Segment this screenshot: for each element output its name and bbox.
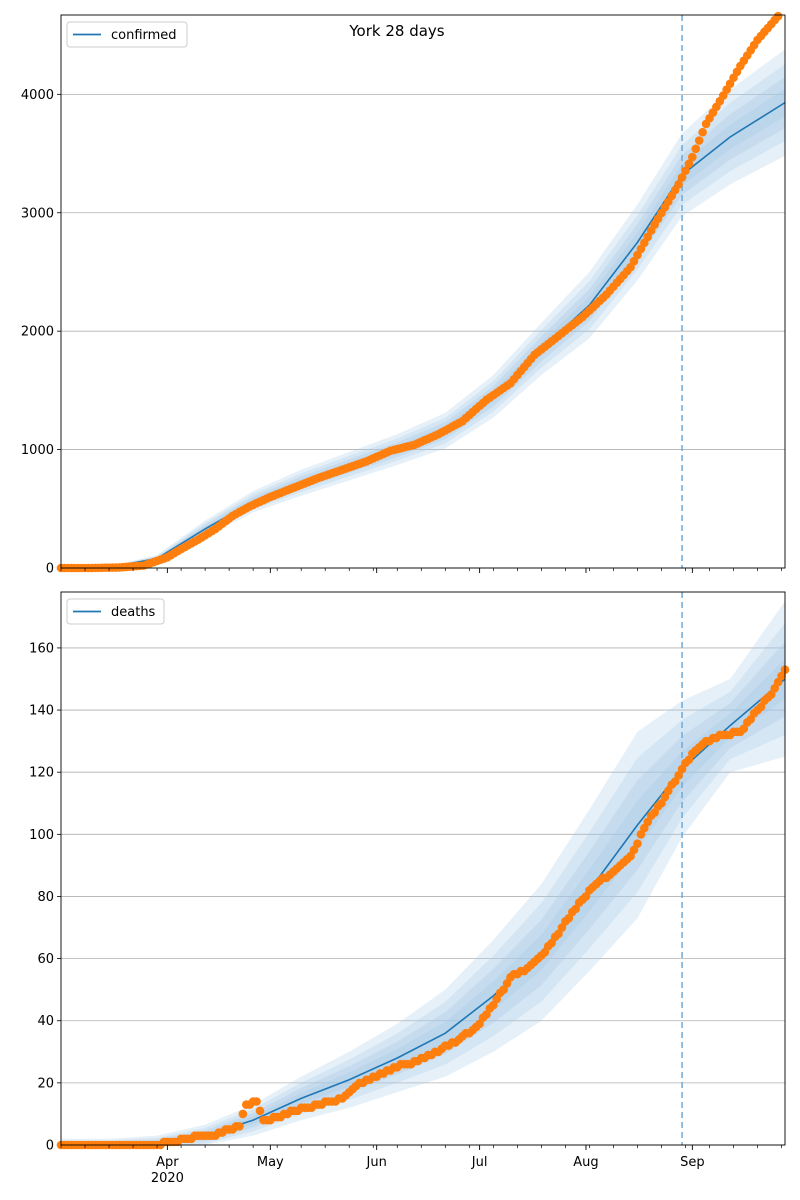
- y-tick-label: 4000: [21, 88, 54, 103]
- y-tick-label: 120: [29, 766, 54, 781]
- y-tick-label: 0: [46, 562, 54, 577]
- observed-point: [694, 136, 704, 145]
- y-tick-label: 100: [29, 828, 54, 843]
- observed-point: [674, 180, 683, 189]
- y-tick-label: 2000: [21, 325, 54, 340]
- legend: deaths: [66, 598, 165, 625]
- uncertainty-band: [61, 623, 785, 1145]
- observed-point: [691, 144, 701, 154]
- legend-label: confirmed: [111, 28, 177, 43]
- uncertainty-band: [61, 64, 785, 569]
- observed-point: [255, 1106, 265, 1116]
- observed-point: [681, 166, 690, 176]
- deaths-panel: 0 20 40 60 80 100 120 140 160 deaths: [29, 591, 790, 1154]
- plot-frame: [60, 14, 786, 569]
- y-tick-label: 80: [37, 890, 54, 905]
- y-tick-label: 140: [29, 704, 54, 719]
- observed-point: [252, 1097, 261, 1106]
- x-tick-label: May: [257, 1155, 284, 1170]
- uncertainty-band: [61, 658, 785, 1145]
- y-tick-label: 60: [37, 952, 54, 967]
- y-tick-label: 0: [46, 1139, 54, 1154]
- plot-frame: [60, 591, 786, 1146]
- x-tick-label: Jun: [366, 1155, 387, 1170]
- observed-point: [238, 1109, 248, 1119]
- y-tick-label: 160: [29, 641, 54, 656]
- shared-x-axis: Apr May Jun Jul Aug Sep 2020: [151, 1155, 705, 1186]
- x-tick-label: Apr: [156, 1155, 179, 1170]
- uncertainty-band: [61, 49, 785, 569]
- x-year-label: 2020: [151, 1171, 184, 1186]
- observed-point: [698, 127, 707, 137]
- observed-point: [684, 159, 694, 169]
- y-tick-label: 3000: [21, 206, 54, 221]
- observed-point: [633, 839, 642, 848]
- observed-point: [773, 11, 783, 21]
- x-tick-label: Aug: [573, 1155, 598, 1170]
- legend-box: [66, 598, 165, 625]
- confirmed-panel: 0 1000 2000 3000 4000 York 28 days confirmed: [21, 11, 786, 577]
- observed-point: [688, 152, 697, 162]
- y-tick-label: 1000: [21, 443, 54, 458]
- x-tick-label: Sep: [680, 1155, 705, 1170]
- legend-box: [66, 21, 188, 48]
- legend-label: deaths: [111, 605, 156, 620]
- chart-title: York 28 days: [348, 22, 444, 40]
- observed-point: [677, 173, 687, 182]
- legend: confirmed: [66, 21, 188, 48]
- uncertainty-band: [61, 601, 785, 1145]
- y-tick-label: 20: [37, 1076, 54, 1091]
- y-tick-label: 40: [37, 1014, 54, 1029]
- x-tick-label: Jul: [471, 1155, 488, 1170]
- observed-point: [235, 1122, 244, 1131]
